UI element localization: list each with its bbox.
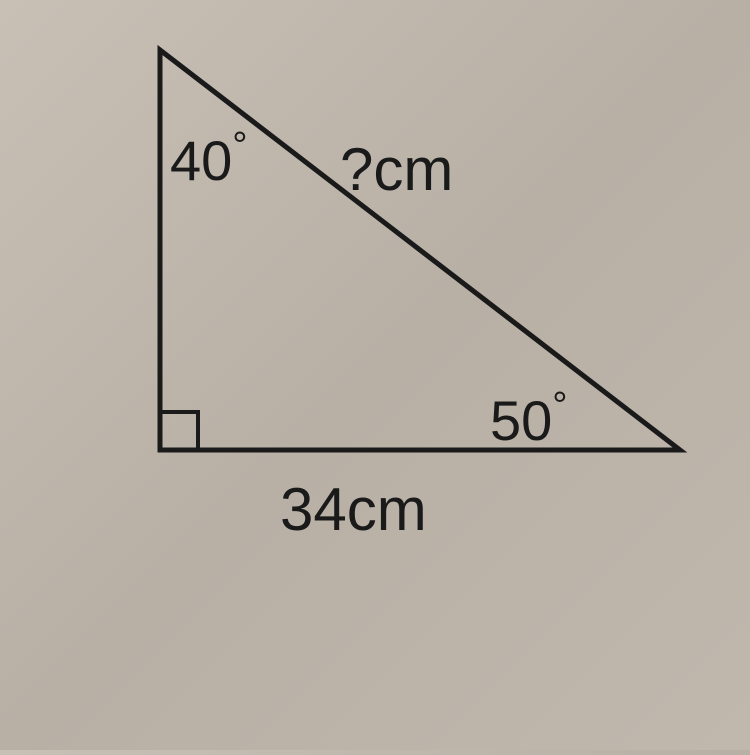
base-label: 34cm xyxy=(280,476,427,543)
triangle-outline xyxy=(160,50,680,450)
hypotenuse-label: ?cm xyxy=(340,136,453,203)
bottom-angle-value: 50 xyxy=(490,389,552,452)
triangle-diagram: 40° ?cm 50° 34cm xyxy=(0,0,750,750)
bottom-right-angle-label: 50° xyxy=(490,385,568,452)
right-angle-marker xyxy=(160,412,198,450)
top-angle-value: 40 xyxy=(170,129,232,192)
bottom-angle-unit: ° xyxy=(552,385,567,427)
triangle-svg: 40° ?cm 50° 34cm xyxy=(0,0,750,750)
top-angle-label: 40° xyxy=(170,125,248,192)
top-angle-unit: ° xyxy=(232,125,247,167)
